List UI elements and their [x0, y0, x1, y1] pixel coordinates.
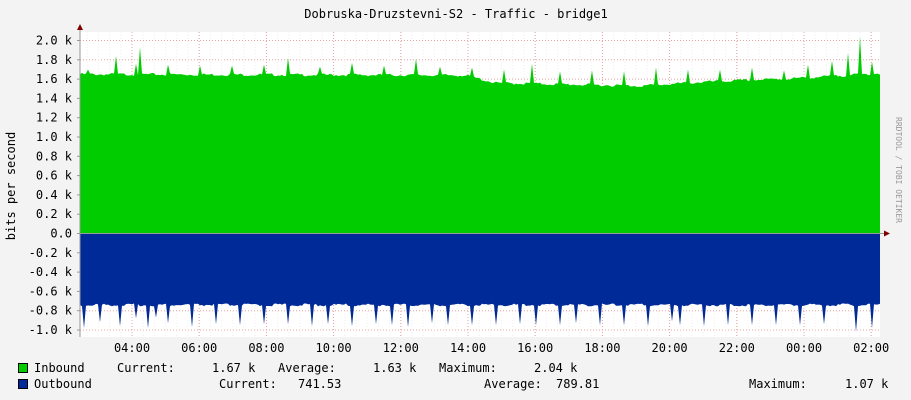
inbound-maximum-value: 2.04 k: [534, 361, 578, 375]
y-tick-label: 0.8 k: [36, 149, 73, 163]
x-tick-label: 12:00: [383, 341, 419, 355]
series-layer: [80, 36, 880, 332]
y-tick-label: 1.8 k: [36, 53, 73, 67]
x-tick-label: 18:00: [584, 341, 620, 355]
x-tick-label: 06:00: [181, 341, 217, 355]
y-axis-label: bits per second: [4, 132, 18, 240]
y-tick-label: 0.0: [50, 227, 72, 241]
x-tick-label: 02:00: [853, 341, 889, 355]
chart-title: Dobruska-Druzstevni-S2 - Traffic - bridg…: [304, 7, 607, 21]
y-axis-arrow: [77, 24, 83, 30]
x-tick-label: 00:00: [786, 341, 822, 355]
traffic-chart: Dobruska-Druzstevni-S2 - Traffic - bridg…: [4, 7, 903, 355]
inbound-current-label: Current:: [117, 361, 175, 375]
legend-row-outbound: Outbound Current: 741.53 Average: 789.81…: [0, 376, 911, 392]
y-tick-label: 2.0 k: [36, 34, 73, 48]
x-tick-label: 08:00: [248, 341, 284, 355]
y-tick-label: 1.0 k: [36, 130, 73, 144]
x-tick-label: 22:00: [719, 341, 755, 355]
y-tick-label: 0.6 k: [36, 169, 73, 183]
y-tick-label: -1.0 k: [29, 323, 73, 337]
rrdtool-watermark: RRDTOOL / TOBI OETIKER: [894, 117, 903, 223]
outbound-current-value: 741.53: [298, 377, 342, 391]
inbound-label: Inbound: [34, 361, 85, 375]
inbound-current-value: 1.67 k: [212, 361, 256, 375]
inbound-maximum-label: Maximum:: [439, 361, 497, 375]
x-axis-arrow: [884, 230, 890, 237]
outbound-swatch: [18, 379, 28, 389]
y-tick-label: 1.2 k: [36, 111, 73, 125]
legend-row-inbound: Inbound Current: 1.67 k Average: 1.63 k …: [0, 360, 911, 376]
y-tick-label: 1.6 k: [36, 72, 73, 86]
y-tick-label: -0.4 k: [29, 265, 73, 279]
y-tick-label: 1.4 k: [36, 91, 73, 105]
series-inbound-area: [80, 36, 880, 234]
x-tick-label: 16:00: [517, 341, 553, 355]
x-tick-label: 10:00: [316, 341, 352, 355]
x-tick-label: 20:00: [652, 341, 688, 355]
series-outbound-area: [80, 233, 880, 332]
outbound-current-label: Current:: [219, 377, 277, 391]
outbound-average-label: Average:: [484, 377, 542, 391]
x-tick-label: 04:00: [114, 341, 150, 355]
axes: 2.0 k 1.8 k 1.6 k 1.4 k 1.2 k 1.0 k 0.8 k 0.6 k…: [29, 24, 890, 355]
legend: Inbound Current: 1.67 k Average: 1.63 k …: [0, 356, 911, 400]
inbound-swatch: [18, 363, 28, 373]
inbound-average-label: Average:: [278, 361, 336, 375]
outbound-maximum-label: Maximum:: [749, 377, 807, 391]
y-tick-label: -0.6 k: [29, 284, 73, 298]
y-tick-label: 0.4 k: [36, 188, 73, 202]
outbound-average-value: 789.81: [556, 377, 600, 391]
x-tick-label: 14:00: [450, 341, 486, 355]
y-tick-label: -0.8 k: [29, 304, 73, 318]
outbound-label: Outbound: [34, 377, 92, 391]
y-tick-label: -0.2 k: [29, 246, 73, 260]
outbound-maximum-value: 1.07 k: [845, 377, 889, 391]
y-tick-label: 0.2 k: [36, 207, 73, 221]
inbound-average-value: 1.63 k: [373, 361, 417, 375]
